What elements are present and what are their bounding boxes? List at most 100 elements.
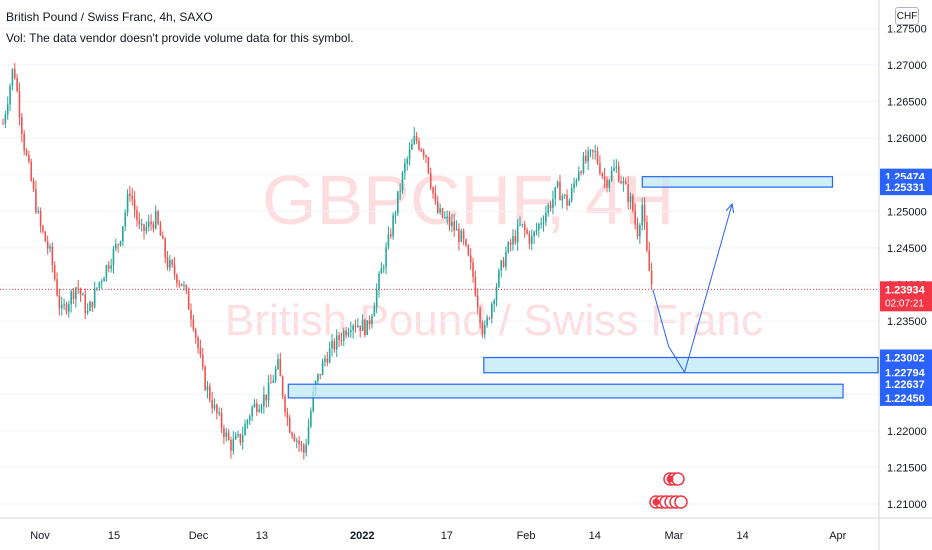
candle-body xyxy=(303,445,305,453)
candle-body xyxy=(246,420,249,425)
candle-body xyxy=(575,180,578,184)
candle-body xyxy=(594,151,597,153)
candle-body xyxy=(333,340,336,350)
x-tick-label: 15 xyxy=(108,530,120,542)
candle-body xyxy=(624,181,627,185)
candle-body xyxy=(277,358,279,369)
candle-body xyxy=(538,224,540,230)
projection-arrowhead xyxy=(725,202,735,213)
candle-body xyxy=(380,268,383,274)
candle-body xyxy=(274,368,277,381)
candle-body xyxy=(422,150,425,156)
candle-body xyxy=(603,176,606,180)
candle-body xyxy=(359,325,362,331)
candle-body xyxy=(251,407,253,417)
candle-body xyxy=(392,215,394,237)
candle-body xyxy=(465,239,467,246)
candle-body xyxy=(382,267,385,269)
price-label-bg xyxy=(880,389,932,406)
candle-body xyxy=(406,159,409,164)
candle-body xyxy=(601,173,604,177)
currency-button[interactable]: CHF xyxy=(895,7,919,25)
candle-body xyxy=(232,439,235,451)
candle-body xyxy=(397,191,399,214)
x-tick-label: 14 xyxy=(589,530,601,542)
price-label-tag: 1.22637 xyxy=(880,376,932,393)
candle-body xyxy=(209,386,211,400)
candle-body xyxy=(53,265,56,280)
candle-body xyxy=(13,68,16,79)
candle-body xyxy=(51,246,54,266)
candle-body xyxy=(434,193,437,202)
candle-body xyxy=(171,260,174,265)
price-label: 1.22450 xyxy=(885,393,925,405)
candle-body xyxy=(265,394,268,401)
candle-body xyxy=(256,403,258,412)
candle-body xyxy=(100,281,103,283)
candle-body xyxy=(547,205,550,213)
event-marker-icon xyxy=(671,472,685,486)
candle-body xyxy=(425,155,427,158)
candle-body xyxy=(241,435,244,443)
candle-body xyxy=(204,366,206,390)
candle-body xyxy=(145,226,148,231)
candle-body xyxy=(258,409,260,412)
candle-body xyxy=(530,236,533,244)
candle-body xyxy=(331,340,333,349)
candle-body xyxy=(11,68,14,86)
candle-body xyxy=(577,171,580,181)
event-marker-dot xyxy=(666,475,674,483)
candle-body xyxy=(286,412,289,418)
candle-body xyxy=(394,213,397,216)
candle-body xyxy=(420,149,423,151)
candle-body xyxy=(206,386,209,390)
zone-1 xyxy=(641,176,834,188)
candle-body xyxy=(613,167,615,171)
candle-body xyxy=(44,231,47,242)
candle-body xyxy=(270,382,272,384)
candle-body xyxy=(361,320,364,331)
candle-body xyxy=(486,317,488,326)
candle-body xyxy=(495,286,498,301)
y-tick-label: 1.26500 xyxy=(887,97,927,109)
candle-body xyxy=(458,228,460,242)
candle-body xyxy=(632,195,634,211)
candle-body xyxy=(610,170,613,181)
x-tick-label: 17 xyxy=(441,530,453,542)
candle-body xyxy=(639,225,641,237)
x-tick-label: Mar xyxy=(665,530,684,542)
price-label-tag: 1.23002 xyxy=(880,349,932,366)
candle-body xyxy=(467,245,470,256)
candle-body xyxy=(201,354,204,367)
candle-body xyxy=(30,161,33,181)
candle-body xyxy=(75,287,77,299)
candle-body xyxy=(187,290,190,310)
candle-body xyxy=(418,140,420,150)
candle-body xyxy=(49,246,51,249)
y-tick-label: 1.25000 xyxy=(887,206,927,218)
candle-body xyxy=(476,295,479,308)
price-label: 1.23002 xyxy=(885,353,925,365)
candle-body xyxy=(300,444,303,446)
candle-body xyxy=(279,358,282,377)
candle-body xyxy=(131,195,134,200)
x-tick-label: Dec xyxy=(189,530,209,542)
candle-body xyxy=(448,216,451,226)
price-label-bg xyxy=(880,179,932,196)
candle-body xyxy=(347,332,350,336)
candle-body xyxy=(37,210,40,212)
candle-body xyxy=(599,163,601,174)
candle-body xyxy=(103,277,105,282)
candle-body xyxy=(573,183,575,189)
candle-body xyxy=(488,317,491,319)
candle-body xyxy=(441,208,444,218)
candle-body xyxy=(389,234,392,237)
candle-body xyxy=(556,182,559,188)
candle-body xyxy=(220,412,223,429)
candle-body xyxy=(63,304,65,306)
candle-body xyxy=(340,339,343,341)
candle-body xyxy=(56,279,58,296)
candle-body xyxy=(319,373,322,376)
candle-body xyxy=(157,211,159,224)
